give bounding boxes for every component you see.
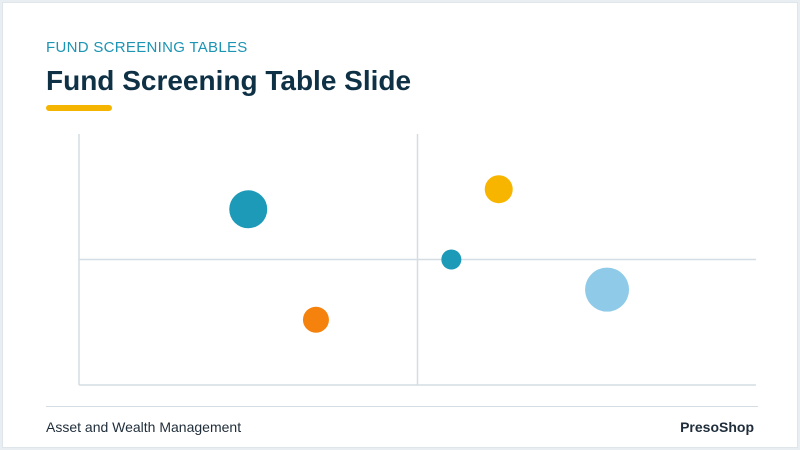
footer-divider — [46, 406, 758, 407]
footer-brand: PresoShop — [680, 419, 754, 435]
slide-title: Fund Screening Table Slide — [46, 65, 412, 96]
footer-company: Asset and Wealth Management — [46, 419, 242, 435]
bubble-point-2 — [302, 306, 329, 333]
slide-kicker: FUND SCREENING TABLES — [46, 39, 248, 56]
bubble-point-1 — [229, 190, 268, 229]
bubble-point-3 — [484, 175, 513, 204]
bubble-point-4 — [441, 249, 462, 270]
title-accent-bar — [46, 105, 112, 111]
bubble-chart — [78, 134, 756, 386]
bubble-point-5 — [585, 267, 630, 312]
